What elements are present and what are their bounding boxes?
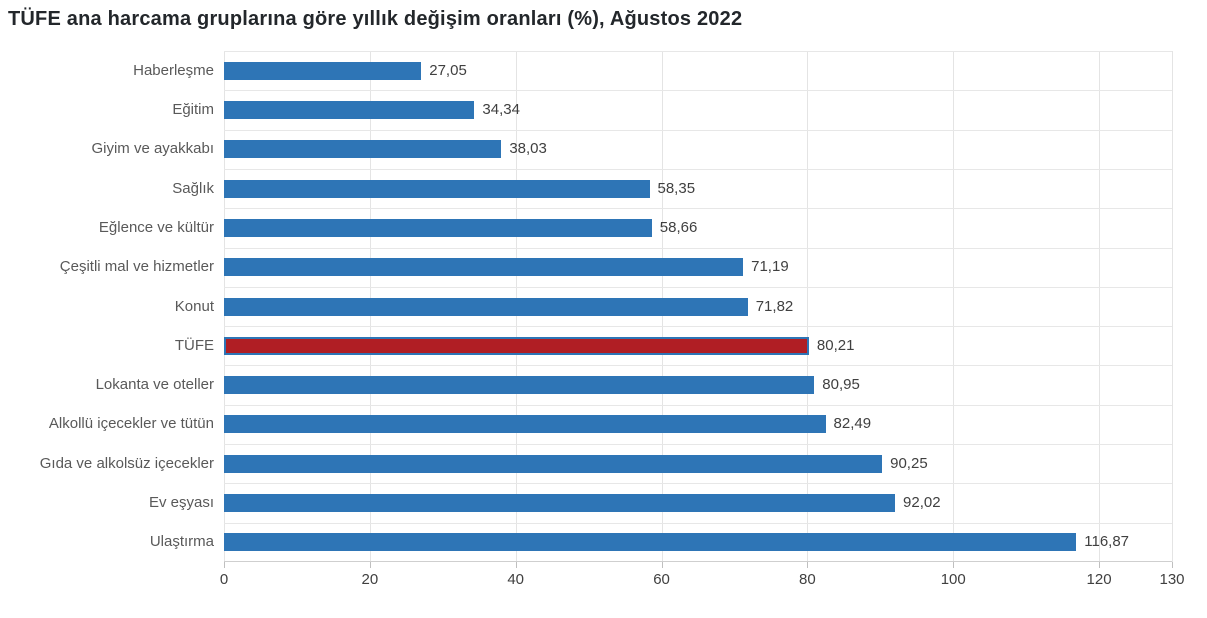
gridline-v bbox=[807, 51, 809, 562]
x-tick-label: 60 bbox=[653, 571, 670, 588]
bar-7 bbox=[224, 297, 748, 316]
x-tick-label: 40 bbox=[507, 571, 525, 588]
value-label: 90,25 bbox=[890, 454, 928, 472]
x-tick-mark bbox=[1099, 562, 1101, 568]
x-tick-mark bbox=[661, 562, 663, 568]
x-tick-label: 120 bbox=[1086, 571, 1112, 588]
category-label: Ulaştırma bbox=[149, 533, 214, 551]
category-label: Çeşitli mal ve hizmetler bbox=[59, 258, 214, 276]
value-label: 116,87 bbox=[1084, 533, 1130, 551]
category-label: TÜFE bbox=[174, 336, 214, 354]
value-label: 71,19 bbox=[751, 258, 789, 276]
x-tick-mark bbox=[1172, 562, 1173, 568]
x-tick-mark bbox=[224, 562, 225, 568]
bar-11 bbox=[224, 454, 883, 473]
x-tick-mark bbox=[515, 562, 517, 568]
bar-9 bbox=[224, 376, 815, 395]
x-tick-mark bbox=[807, 562, 809, 568]
value-label: 92,02 bbox=[903, 494, 941, 512]
row-separator bbox=[224, 286, 1172, 288]
x-tick-label: 100 bbox=[940, 571, 966, 588]
value-label: 80,95 bbox=[822, 376, 860, 394]
category-label: Eğlence ve kültür bbox=[98, 218, 214, 236]
bar-5 bbox=[224, 218, 652, 237]
row-separator bbox=[224, 404, 1172, 406]
bar-1 bbox=[224, 61, 422, 80]
x-tick-mark bbox=[369, 562, 371, 568]
bar-12 bbox=[224, 494, 896, 513]
x-tick-label: 0 bbox=[219, 571, 229, 588]
value-label: 71,82 bbox=[755, 297, 794, 315]
row-separator bbox=[224, 483, 1172, 485]
gridline-v bbox=[1172, 51, 1173, 562]
x-tick-label: 80 bbox=[799, 571, 816, 588]
value-label: 38,03 bbox=[509, 140, 547, 158]
bar-8 bbox=[224, 336, 809, 355]
value-label: 82,49 bbox=[833, 415, 872, 433]
row-separator bbox=[224, 365, 1172, 367]
row-separator bbox=[224, 522, 1172, 524]
value-label: 27,05 bbox=[429, 61, 467, 79]
row-separator bbox=[224, 90, 1172, 92]
value-label: 34,34 bbox=[482, 100, 520, 118]
category-label: Ev eşyası bbox=[148, 494, 214, 512]
x-tick-label: 130 bbox=[1159, 571, 1185, 588]
row-separator bbox=[224, 129, 1172, 131]
gridline-v bbox=[953, 51, 955, 562]
category-label: Eğitim bbox=[172, 100, 214, 118]
row-separator bbox=[224, 247, 1172, 249]
value-label: 58,66 bbox=[659, 218, 698, 236]
plot-area: 27,05 34,34 38,03 58,35 58,66 71,19 71,82 80,21… bbox=[224, 51, 1173, 562]
bar-2 bbox=[224, 100, 475, 119]
bar-13 bbox=[224, 533, 1077, 552]
category-label: Gıda ve alkolsüz içecekler bbox=[39, 454, 214, 472]
value-label: 58,35 bbox=[657, 179, 696, 197]
x-axis-line bbox=[224, 561, 1172, 562]
category-label: Alkollü içecekler ve tütün bbox=[48, 415, 214, 433]
bar-3 bbox=[224, 140, 502, 159]
category-label: Giyim ve ayakkabı bbox=[91, 140, 214, 158]
category-label: Sağlık bbox=[172, 179, 214, 197]
x-tick-mark bbox=[953, 562, 955, 568]
row-separator bbox=[224, 444, 1172, 446]
row-separator bbox=[224, 51, 1172, 52]
category-label: Konut bbox=[174, 297, 214, 315]
bar-4 bbox=[224, 179, 650, 198]
value-label: 80,21 bbox=[816, 336, 855, 354]
chart-title: TÜFE ana harcama gruplarına göre yıllık … bbox=[8, 8, 743, 30]
category-label: Haberleşme bbox=[133, 61, 214, 79]
row-separator bbox=[224, 208, 1172, 210]
x-tick-label: 20 bbox=[361, 571, 379, 588]
gridline-v bbox=[1099, 51, 1101, 562]
row-separator bbox=[224, 326, 1172, 328]
row-separator bbox=[224, 168, 1172, 170]
category-label: Lokanta ve oteller bbox=[95, 376, 214, 394]
bar-6 bbox=[224, 258, 744, 277]
bar-10 bbox=[224, 415, 826, 434]
